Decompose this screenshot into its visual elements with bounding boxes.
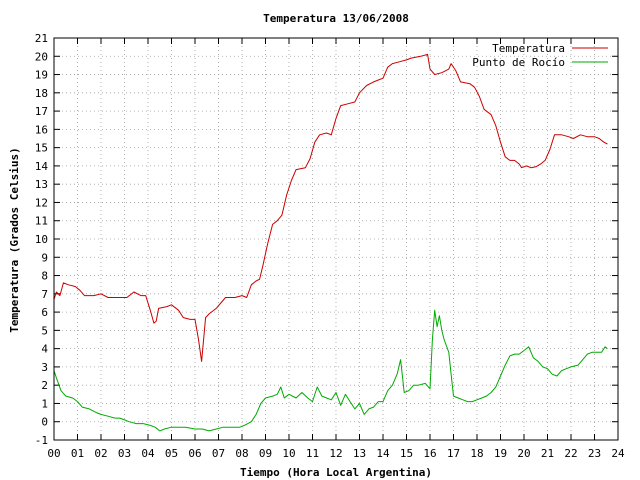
- series-line-temperatura: [53, 53, 608, 362]
- y-tick-label: 0: [41, 416, 48, 429]
- x-tick-label: 05: [165, 447, 178, 460]
- plot-frame: [53, 37, 619, 441]
- y-tick-label: -1: [35, 434, 48, 447]
- y-axis-title: Temperatura (Grados Celsius): [8, 147, 21, 332]
- x-tick-label: 19: [494, 447, 507, 460]
- x-tick-label: 07: [212, 447, 225, 460]
- x-tick-label: 12: [329, 447, 342, 460]
- x-tick-label: 14: [376, 447, 390, 460]
- x-tick-label: 17: [447, 447, 460, 460]
- y-tick-label: 11: [35, 215, 48, 228]
- x-tick-label: 08: [235, 447, 248, 460]
- x-tick-label: 20: [517, 447, 530, 460]
- y-tick-label: 14: [35, 160, 49, 173]
- y-tick-label: 12: [35, 196, 48, 209]
- y-tick-label: 21: [35, 32, 48, 45]
- y-tick-label: 13: [35, 178, 48, 191]
- x-tick-label: 13: [353, 447, 366, 460]
- x-tick-label: 15: [400, 447, 413, 460]
- x-tick-label: 11: [306, 447, 319, 460]
- y-tick-label: 20: [35, 50, 48, 63]
- series-line-punto-de-rocio: [53, 309, 608, 432]
- y-tick-label: 6: [41, 306, 48, 319]
- x-tick-label: 00: [47, 447, 60, 460]
- x-tick-label: 18: [470, 447, 483, 460]
- x-tick-label: 09: [259, 447, 272, 460]
- chart-title: Temperatura 13/06/2008: [263, 12, 409, 25]
- y-tick-label: 17: [35, 105, 48, 118]
- y-tick-label: 1: [41, 397, 48, 410]
- x-tick-label: 16: [423, 447, 436, 460]
- legend: Temperatura Punto de Rocío: [472, 42, 608, 69]
- y-tick-label: 10: [35, 233, 48, 246]
- y-tick-label: 16: [35, 123, 48, 136]
- legend-label-temperatura: Temperatura: [492, 42, 565, 55]
- x-tick-label: 21: [541, 447, 554, 460]
- y-tick-label: 5: [41, 324, 48, 337]
- y-tick-label: 7: [41, 288, 48, 301]
- x-tick-label: 02: [94, 447, 107, 460]
- x-tick-label: 01: [71, 447, 84, 460]
- y-tick-label: 19: [35, 69, 48, 82]
- x-tick-labels: 00 01 02 03 04 05 06 07 08 09 10 11 12 13 14 15 16 17 18 19…: [47, 447, 625, 460]
- x-axis-title: Tiempo (Hora Local Argentina): [240, 466, 432, 479]
- y-tick-label: 4: [41, 343, 48, 356]
- x-tick-label: 06: [188, 447, 201, 460]
- x-tick-label: 23: [588, 447, 601, 460]
- y-tick-label: 8: [41, 270, 48, 283]
- x-tick-label: 22: [564, 447, 577, 460]
- x-tick-label: 10: [282, 447, 295, 460]
- y-tick-label: 18: [35, 87, 48, 100]
- gridlines: [54, 38, 618, 440]
- data-series: [53, 53, 608, 432]
- legend-label-punto-de-rocio: Punto de Rocío: [472, 56, 565, 69]
- y-tick-label: 9: [41, 251, 48, 264]
- y-tick-label: 2: [41, 379, 48, 392]
- x-tick-label: 24: [611, 447, 625, 460]
- y-tick-label: 15: [35, 142, 48, 155]
- x-tick-label: 03: [118, 447, 131, 460]
- y-tick-label: 3: [41, 361, 48, 374]
- x-tick-label: 04: [141, 447, 155, 460]
